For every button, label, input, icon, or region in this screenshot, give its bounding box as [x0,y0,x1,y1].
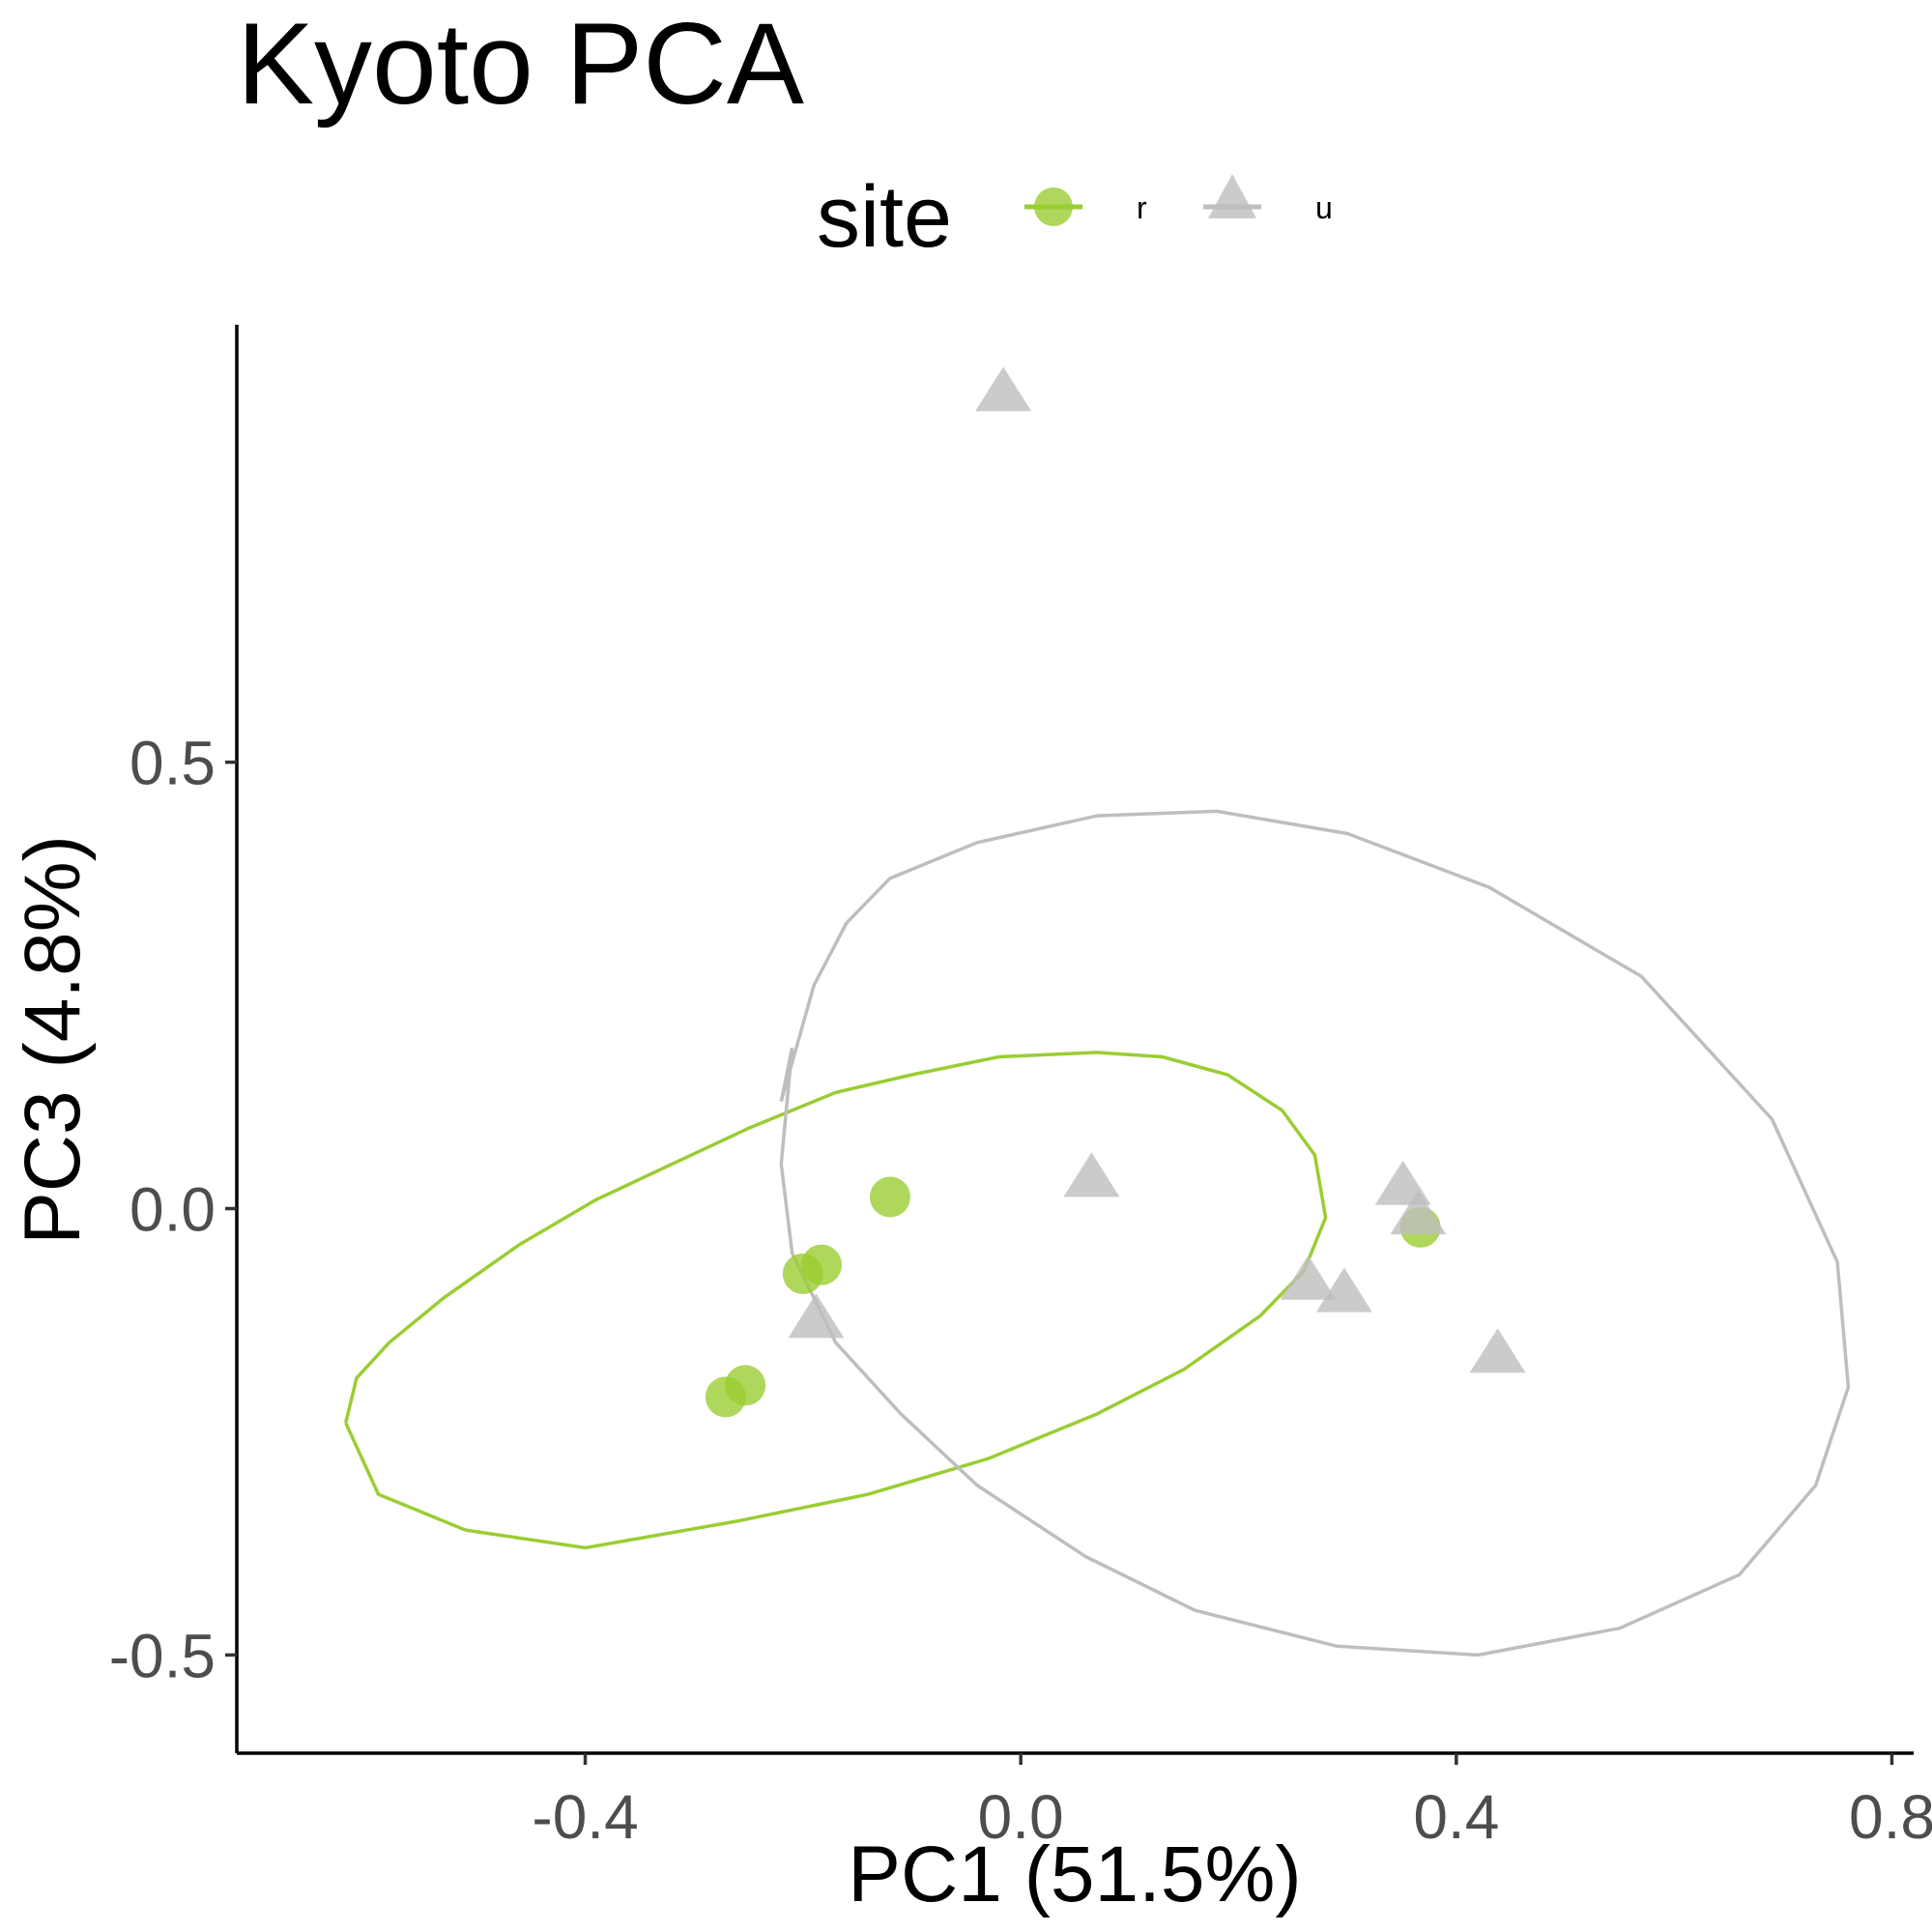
point-u-4 [1390,1190,1447,1235]
x-tick-label: 0.8 [1849,1782,1932,1852]
x-tick-label: 0.4 [1413,1782,1499,1852]
y-axis-ticks: -0.5 0.0 0.5 [109,729,237,1690]
confidence-ellipse-u [779,809,1851,1658]
legend-label-r: r [1137,190,1147,225]
point-u-6 [1315,1267,1372,1312]
legend-label-u: u [1315,190,1333,225]
x-tick-label: -0.4 [532,1782,638,1852]
legend-key-triangle-icon [1208,174,1256,218]
point-u-2 [788,1293,845,1339]
y-axis-title: PC3 (4.8%) [9,835,97,1245]
point-r-2 [782,1253,823,1294]
legend: site r u [817,169,1333,266]
x-tick-label: 0.0 [978,1782,1064,1852]
plot-area [343,366,1851,1658]
y-tick-label: 0.5 [130,729,216,798]
point-u-5 [1280,1254,1337,1300]
point-u-1 [1063,1152,1120,1197]
y-tick-label: -0.5 [109,1621,216,1690]
point-u-0 [975,366,1032,412]
y-tick-label: 0.0 [130,1175,216,1245]
x-axis-ticks: -0.4 0.0 0.4 0.8 [532,1753,1932,1852]
legend-key-circle-icon [1034,187,1073,226]
point-u-7 [1469,1328,1526,1373]
chart-title: Kyoto PCA [237,0,804,129]
point-r-0 [869,1176,910,1218]
legend-title: site [817,169,952,266]
confidence-ellipse-r [343,1051,1328,1550]
x-axis-title: PC1 (51.5%) [848,1831,1301,1918]
point-r-4 [705,1376,746,1418]
